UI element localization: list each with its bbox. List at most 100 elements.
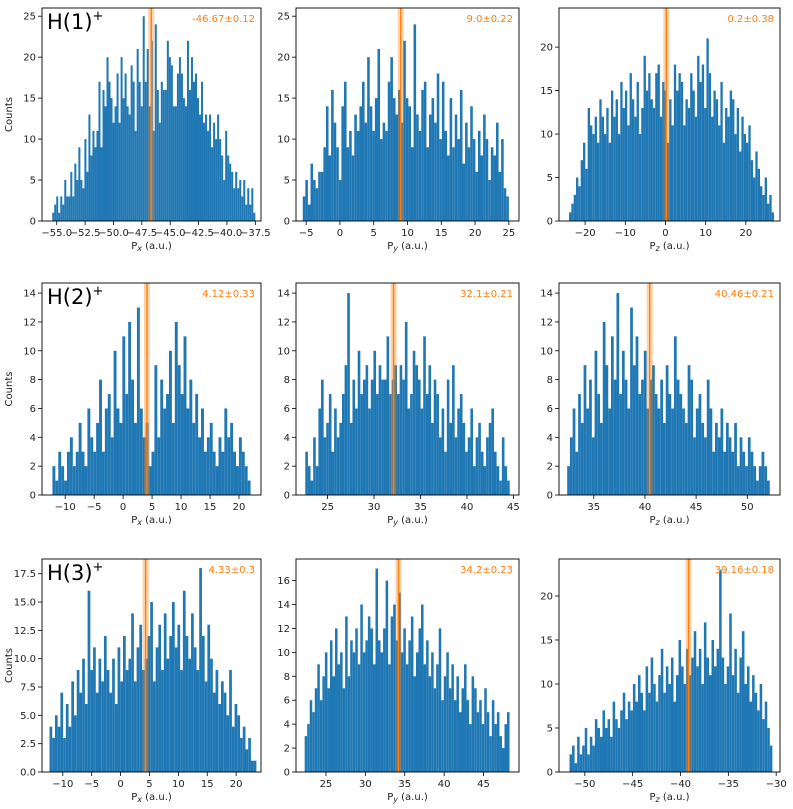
histogram-bar: [624, 90, 628, 221]
histogram-bar: [99, 379, 102, 495]
histogram-bar: [323, 147, 326, 221]
histogram-bar: [676, 90, 679, 221]
histogram-bar: [469, 724, 472, 772]
histogram-panel-6: 35 40 45 50 0 2 4 6 8 10 12 14 Pz (a.u.) 40.46±0.21: [540, 282, 781, 527]
histogram-bar: [634, 116, 637, 221]
histogram-bar: [142, 670, 145, 772]
histogram-bar: [81, 451, 85, 495]
histogram-bar: [704, 437, 707, 495]
histogram-bar: [610, 736, 613, 772]
histogram-bar: [477, 130, 481, 221]
histogram-bar: [227, 155, 230, 221]
y-tick-label: 0: [284, 491, 290, 502]
histogram-bar: [507, 480, 510, 495]
histogram-bar: [185, 636, 189, 772]
histogram-bar: [767, 480, 770, 495]
histogram-bar: [120, 57, 123, 222]
histogram-bar: [456, 676, 459, 772]
histogram-bar: [606, 107, 609, 221]
histogram-bar: [370, 379, 374, 495]
histogram-bar: [652, 365, 655, 495]
histogram-bar: [227, 437, 231, 495]
histogram-bar: [466, 700, 470, 772]
x-tick-label: −40.0: [212, 228, 243, 239]
histogram-bar: [238, 437, 242, 495]
histogram-bar: [407, 408, 411, 495]
histogram-bar: [114, 704, 118, 772]
histogram-bar: [403, 628, 406, 772]
histogram-panel-8: 25 30 35 40 45 0 2 4 6 8 10 12 14 16 Py (a.u.) 34.2±0.2…: [277, 558, 520, 804]
histogram-bar: [380, 652, 384, 772]
histogram-bar: [734, 422, 737, 495]
histogram-bar: [375, 568, 379, 772]
histogram-bar: [78, 422, 82, 495]
histogram-bar: [662, 81, 665, 222]
histogram-bar: [218, 704, 221, 772]
histogram-bar: [501, 748, 505, 772]
histogram-bar: [484, 688, 487, 772]
histogram-bar: [359, 106, 363, 221]
axes-frame: [558, 282, 781, 496]
histogram-bar: [229, 163, 232, 221]
histogram-bar: [480, 155, 484, 221]
histogram-bar: [408, 106, 411, 221]
histogram-bar: [690, 379, 694, 495]
histogram-bar: [699, 81, 702, 222]
histogram-bar: [496, 466, 500, 495]
histogram-bar: [641, 107, 644, 221]
histogram-bar: [305, 180, 308, 221]
histogram-bar: [177, 365, 181, 495]
histogram-bar: [627, 125, 630, 221]
histogram-bar: [221, 155, 224, 221]
histogram-bar: [95, 692, 99, 772]
histogram-bar: [475, 437, 479, 495]
histogram-bar: [207, 624, 211, 772]
histogram-bar: [613, 379, 617, 495]
histogram-bar: [160, 379, 164, 495]
histogram-bar: [413, 24, 417, 221]
histogram-bar: [454, 437, 458, 495]
histogram-bar: [619, 394, 622, 495]
mean-annotation: -46.67±0.12: [192, 14, 255, 25]
histogram-bar: [84, 139, 87, 221]
histogram-bar: [341, 106, 344, 221]
histogram-bar: [716, 648, 720, 772]
x-tick-label: 40: [639, 502, 652, 513]
histogram-bar: [638, 394, 642, 495]
histogram-bar: [215, 670, 219, 772]
histogram-bar: [574, 763, 578, 772]
histogram-bar: [759, 683, 763, 772]
histogram-bar: [676, 675, 679, 772]
histogram-bar: [433, 688, 437, 772]
histogram-bar: [92, 130, 95, 221]
histogram-bar: [747, 437, 751, 495]
histogram-bar: [601, 116, 604, 221]
histogram-bar: [620, 81, 623, 222]
histogram-bar: [209, 114, 212, 221]
histogram-bar: [332, 676, 336, 772]
y-tick-label: 8: [547, 375, 553, 386]
histogram-bar: [398, 89, 401, 221]
x-tick-label: −47.5: [127, 228, 158, 239]
histogram-bar: [622, 107, 625, 221]
histogram-bar: [708, 675, 712, 772]
y-tick-label: 20: [23, 53, 36, 64]
histogram-bar: [152, 130, 155, 221]
histogram-bar: [764, 701, 768, 772]
histogram-bar: [462, 163, 466, 221]
histogram-bar: [98, 658, 102, 772]
histogram-bar: [416, 114, 419, 221]
x-tick-label: 20: [233, 502, 246, 513]
histogram-bar: [399, 365, 403, 495]
histogram-bar: [68, 726, 72, 772]
y-tick-label: 2: [284, 462, 290, 473]
histogram-bar: [114, 106, 117, 221]
y-tick-label: 14: [540, 289, 553, 300]
x-tick-label: 30: [368, 502, 381, 513]
histogram-bar: [86, 171, 89, 221]
histogram-bar: [362, 379, 366, 495]
histogram-bar: [755, 151, 758, 221]
histogram-bar: [328, 155, 332, 221]
histogram-bar: [357, 350, 361, 495]
histogram-panel-7: −10 −5 0 5 10 15 20 0.0 2.5 5.0 7.5 10.0 12.5 15.0 17.…: [4, 558, 262, 804]
